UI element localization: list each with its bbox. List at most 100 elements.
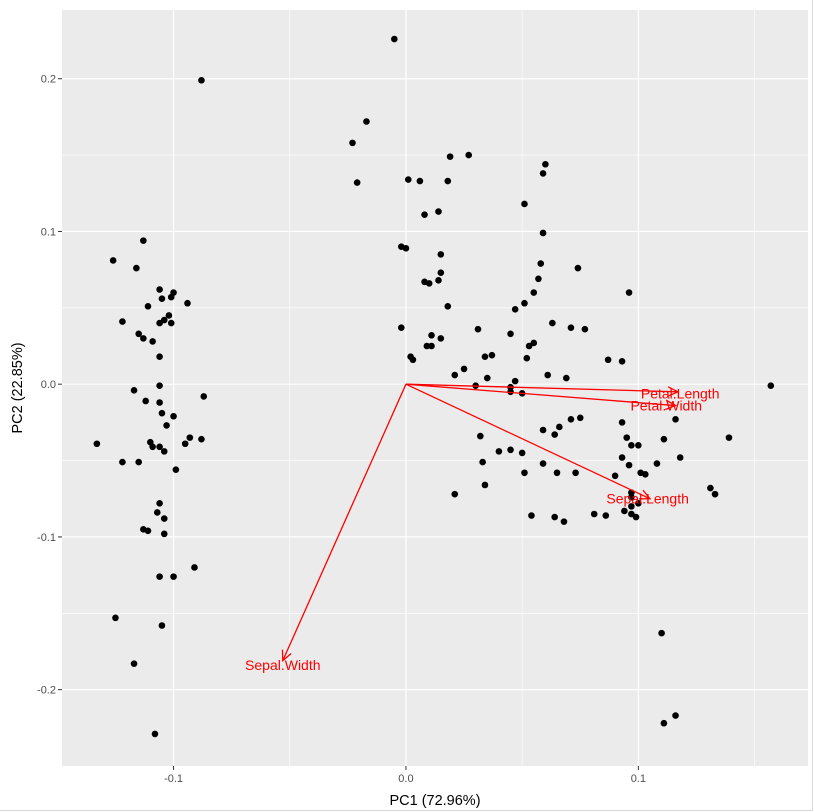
data-point [353,179,361,186]
data-point [451,490,459,498]
data-point [421,211,428,218]
data-point [451,371,459,379]
data-point [140,335,147,342]
data-point [186,434,194,441]
data-point [544,371,552,379]
data-point [474,325,482,333]
data-point [425,280,433,287]
data-point [521,200,528,208]
data-point [444,177,452,185]
loading-arrow [405,383,678,393]
data-point [551,431,558,438]
data-point [628,441,635,449]
x-tick-label: -0.1 [164,773,183,785]
data-point [119,458,126,466]
data-point [560,518,568,525]
data-point [165,312,173,319]
data-point [551,513,558,521]
data-point [618,357,626,365]
data-point [130,660,138,667]
data-point [163,422,170,429]
y-tick-label: 0.0 [41,379,56,391]
data-point [460,365,468,373]
data-point [481,353,489,360]
x-tick-label: 0.0 [398,773,413,785]
data-point [156,399,163,406]
data-point [156,319,163,327]
arrow-head [638,489,652,500]
arrow-head [281,649,292,662]
data-point [444,302,452,310]
data-point [160,530,168,538]
loading-arrow [405,383,651,500]
data-point [130,386,138,394]
data-point [542,160,549,168]
data-point [507,446,514,454]
data-point [604,356,612,364]
data-point [160,448,168,455]
data-point [660,435,668,443]
data-point [465,151,472,159]
data-point [539,229,547,237]
data-point [198,76,205,84]
data-point [151,730,159,738]
data-point [635,441,642,449]
data-point [618,419,626,426]
data-point [488,351,496,359]
data-point [142,397,149,405]
grid-lines [62,10,808,766]
data-point [530,339,538,347]
data-point [672,712,679,719]
loading-arrow [405,383,676,407]
data-point [507,330,514,338]
data-point [437,251,445,258]
data-points [93,35,775,738]
data-point [402,244,410,252]
data-point [435,208,442,215]
arrow-label: Sepal.Width [245,657,320,673]
y-tick-label: -0.1 [37,532,56,544]
data-point [144,302,152,310]
data-point [535,275,542,283]
data-point [632,513,640,521]
data-point [523,354,531,362]
data-point [167,293,175,301]
data-point [170,412,177,420]
data-point [539,426,547,434]
data-point [119,318,126,325]
data-point [528,512,535,519]
data-point [672,416,679,423]
data-point [109,257,117,264]
data-point [653,460,661,467]
data-point [170,573,177,580]
data-point [707,484,714,492]
data-point [479,458,486,466]
data-point [435,277,442,284]
data-point [711,490,719,498]
y-tick-label: 0.1 [41,226,56,238]
data-point [149,338,156,345]
data-point [618,454,626,461]
data-point [446,153,454,160]
data-point [539,170,547,177]
data-point [676,454,684,461]
data-point [556,423,563,431]
data-point [158,409,166,417]
data-point [537,260,545,267]
data-point [539,460,547,467]
data-point [567,416,575,423]
data-point [153,509,161,516]
data-point [181,440,189,448]
y-tick-label: -0.2 [37,685,56,697]
data-point [93,440,101,448]
data-point [628,503,635,510]
data-point [149,443,156,451]
data-point [191,564,198,571]
data-point [156,286,163,293]
data-point [553,469,561,477]
data-point [423,342,431,350]
data-point [428,332,435,339]
data-point [172,466,180,474]
data-point [167,319,175,327]
